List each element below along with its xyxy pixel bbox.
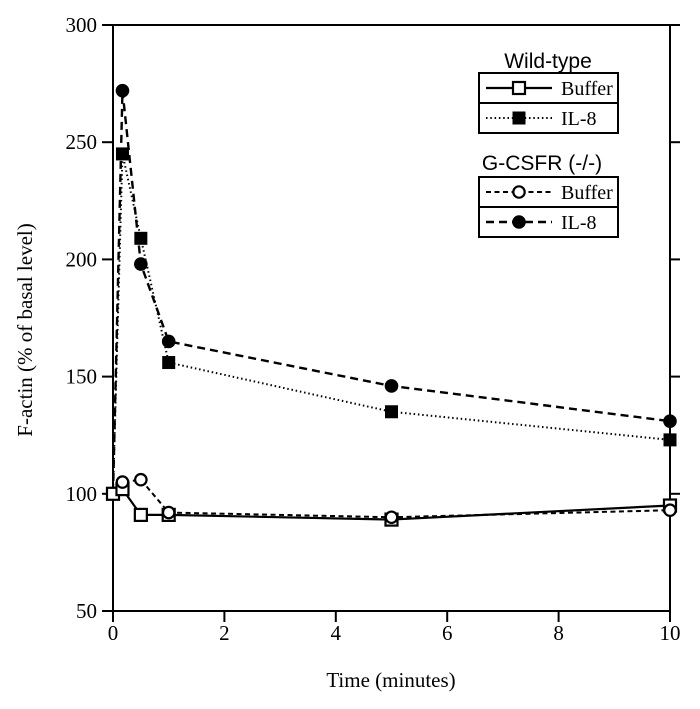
y-tick-label: 100	[66, 482, 98, 506]
x-tick-label: 0	[108, 621, 119, 645]
x-tick-label: 10	[660, 621, 681, 645]
series-marker-wt_il8	[115, 147, 129, 161]
x-tick-label: 8	[553, 621, 564, 645]
legend-marker-wt_il8	[512, 111, 526, 125]
series-marker-wt_il8	[663, 433, 677, 447]
y-tick-label: 150	[66, 365, 98, 389]
x-tick-label: 6	[442, 621, 453, 645]
series-marker-gcsfr_il8	[663, 414, 677, 428]
legend-entry-label: Buffer	[561, 182, 613, 204]
y-tick-label: 200	[66, 247, 98, 271]
x-axis-title: Time (minutes)	[326, 668, 455, 692]
x-tick-label: 4	[331, 621, 342, 645]
series-marker-wt_il8	[385, 405, 398, 419]
series-marker-gcsfr_il8	[161, 334, 176, 349]
series-marker-gcsfr_il8	[115, 83, 130, 98]
series-marker-gcsfr_il8	[134, 257, 148, 271]
legend-group-title: Wild-type	[504, 50, 592, 73]
plot-area: 50 100 150 200 250 300 0 2 4 6 8 10	[66, 13, 681, 645]
x-tick-label: 2	[219, 621, 230, 645]
series-marker-wt_il8	[134, 231, 148, 245]
legend-marker-gcsfr_buffer	[512, 185, 526, 199]
series-marker-gcsfr_il8	[384, 379, 399, 393]
legend-marker-wt_buffer	[511, 80, 527, 96]
y-tick-label: 50	[76, 599, 97, 623]
series-marker-gcsfr_buffer	[161, 505, 176, 520]
legend-marker-gcsfr_il8	[512, 215, 526, 229]
plot-frame	[112, 24, 671, 612]
series-marker-wt_buffer	[133, 507, 148, 522]
series-marker-gcsfr_buffer	[115, 475, 130, 489]
series-marker-gcsfr_buffer	[134, 472, 148, 487]
y-tick-label: 250	[66, 130, 98, 154]
legend-entry-label: IL-8	[561, 212, 597, 234]
legend: Wild-type Buffer IL-8 G-CSFR (-/-) Buffer IL-…	[478, 50, 619, 238]
series-line-gcsfr_il8	[111, 90, 671, 494]
series-marker-wt_il8	[162, 356, 176, 370]
legend-group-title: G-CSFR (-/-)	[482, 152, 602, 175]
y-axis-title: F-actin (% of basal level)	[13, 223, 37, 436]
legend-entry-label: Buffer	[561, 78, 613, 100]
series-marker-gcsfr_buffer	[384, 510, 399, 525]
series-marker-gcsfr_buffer	[663, 503, 677, 518]
y-tick-label: 300	[66, 13, 98, 37]
legend-entry-label: IL-8	[561, 108, 597, 130]
